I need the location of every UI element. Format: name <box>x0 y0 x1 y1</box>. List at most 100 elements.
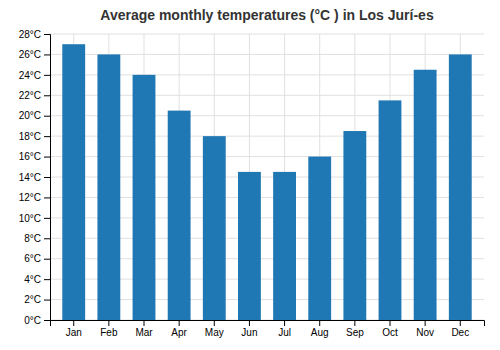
tick-mark <box>44 95 50 96</box>
bar <box>414 70 437 320</box>
tick-label: 20°C <box>19 110 41 121</box>
tick: 4°C <box>24 274 50 285</box>
y-axis: 0°C 2°C 4°C 6°C 8°C 10°C 12°C 14°C 16°C 18°C 20°C 2… <box>19 29 51 326</box>
tick-label: 22°C <box>19 90 41 101</box>
tick-mark <box>44 320 50 321</box>
tick: Oct <box>382 320 398 338</box>
tick-mark <box>108 320 109 326</box>
tick-label: 18°C <box>19 131 41 142</box>
axis-line <box>51 321 485 327</box>
tick-mark <box>249 320 250 326</box>
tick-label: 24°C <box>19 70 41 81</box>
tick-mark <box>44 34 50 35</box>
tick: Nov <box>416 320 434 338</box>
bar <box>238 172 261 320</box>
tick-mark <box>73 320 74 326</box>
tick-mark <box>44 157 50 158</box>
tick-label: 6°C <box>24 253 41 264</box>
tick: Sep <box>346 320 364 338</box>
title: Average monthly temperatures (°C ) in Lo… <box>100 7 434 23</box>
bar <box>133 75 156 320</box>
tick: 24°C <box>19 70 50 81</box>
tick: Feb <box>100 320 118 338</box>
tick: Jun <box>241 320 257 338</box>
tick-mark <box>44 218 50 219</box>
tick-mark <box>44 136 50 137</box>
tick-mark <box>389 320 390 326</box>
tick-label: 12°C <box>19 192 41 203</box>
tick-label: 0°C <box>24 315 41 326</box>
grid <box>50 34 484 320</box>
chart: 0°C 2°C 4°C 6°C 8°C 10°C 12°C 14°C 16°C 18°C 20°C 2… <box>0 0 500 350</box>
tick-label: Apr <box>171 327 187 338</box>
tick: 2°C <box>24 294 50 305</box>
tick-mark <box>214 320 215 326</box>
axis-line <box>44 35 51 321</box>
tick-mark <box>460 320 461 326</box>
tick-label: 16°C <box>19 151 41 162</box>
tick: 18°C <box>19 131 50 142</box>
tick-mark <box>44 238 50 239</box>
tick: 20°C <box>19 110 50 121</box>
grid-line <box>50 34 484 35</box>
tick-label: Feb <box>100 327 118 338</box>
bar <box>168 111 191 320</box>
tick-label: Oct <box>382 327 398 338</box>
tick-mark <box>44 197 50 198</box>
tick: 6°C <box>24 253 50 264</box>
tick-mark <box>44 54 50 55</box>
tick: 14°C <box>19 172 50 183</box>
bar <box>308 157 331 320</box>
tick-mark <box>44 75 50 76</box>
tick: Dec <box>451 320 469 338</box>
tick: Jul <box>278 320 291 338</box>
tick-label: Mar <box>135 327 153 338</box>
tick: Mar <box>135 320 153 338</box>
tick-label: 2°C <box>24 294 41 305</box>
tick-mark <box>425 320 426 326</box>
tick: 26°C <box>19 49 50 60</box>
tick: 0°C <box>24 315 50 326</box>
tick: May <box>205 320 224 338</box>
tick: 22°C <box>19 90 50 101</box>
tick: 16°C <box>19 151 50 162</box>
bar <box>379 100 402 320</box>
tick-mark <box>44 116 50 117</box>
tick-label: 26°C <box>19 49 41 60</box>
tick-mark <box>44 300 50 301</box>
tick: Aug <box>311 320 329 338</box>
tick-label: Sep <box>346 327 364 338</box>
tick: 12°C <box>19 192 50 203</box>
tick-mark <box>354 320 355 326</box>
tick: 28°C <box>19 29 50 40</box>
bar <box>449 54 472 320</box>
tick-mark <box>144 320 145 326</box>
tick: 8°C <box>24 233 50 244</box>
tick: Jan <box>66 320 82 338</box>
bar <box>273 172 296 320</box>
tick-label: Jul <box>278 327 291 338</box>
tick-label: 4°C <box>24 274 41 285</box>
tick-label: 28°C <box>19 29 41 40</box>
bar <box>203 136 226 320</box>
tick-label: Jan <box>66 327 82 338</box>
tick-mark <box>319 320 320 326</box>
tick-label: Aug <box>311 327 329 338</box>
plot: 0°C 2°C 4°C 6°C 8°C 10°C 12°C 14°C 16°C 18°C 20°C 2… <box>19 29 485 338</box>
tick: Apr <box>171 320 187 338</box>
x-axis: Jan Feb Mar Apr May Jun Jul Aug Sep Oct Nov Dec <box>51 320 485 338</box>
tick-mark <box>44 259 50 260</box>
tick-label: 14°C <box>19 172 41 183</box>
tick: 10°C <box>19 213 50 224</box>
bar <box>62 44 85 320</box>
tick-mark <box>44 177 50 178</box>
bars <box>62 44 471 320</box>
bar <box>343 131 366 320</box>
tick-mark <box>44 279 50 280</box>
tick-label: 8°C <box>24 233 41 244</box>
tick-label: 10°C <box>19 213 41 224</box>
tick-label: Dec <box>451 327 469 338</box>
tick-mark <box>284 320 285 326</box>
tick-label: May <box>205 327 224 338</box>
tick-mark <box>179 320 180 326</box>
